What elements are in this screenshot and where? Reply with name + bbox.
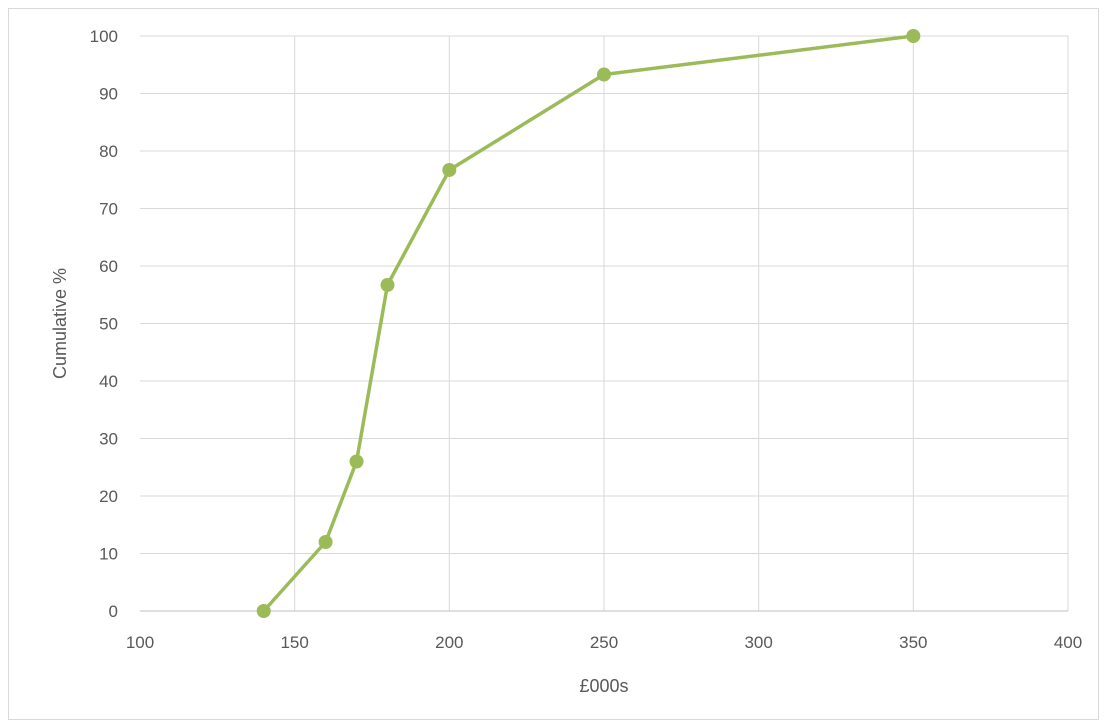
y-axis-title: Cumulative % bbox=[50, 268, 70, 379]
x-tick-label: 100 bbox=[126, 633, 154, 652]
y-tick-label: 50 bbox=[99, 315, 118, 334]
x-tick-label: 200 bbox=[435, 633, 463, 652]
y-tick-label: 20 bbox=[99, 487, 118, 506]
x-tick-label: 300 bbox=[744, 633, 772, 652]
x-tick-label: 150 bbox=[280, 633, 308, 652]
data-point bbox=[906, 29, 921, 43]
data-point bbox=[380, 277, 395, 292]
y-tick-labels: 0 10 20 30 40 50 60 70 80 90 100 bbox=[90, 27, 118, 621]
y-tick-label: 80 bbox=[99, 142, 118, 161]
data-point bbox=[442, 162, 457, 177]
y-tick-label: 90 bbox=[99, 85, 118, 104]
x-tick-label: 350 bbox=[899, 633, 927, 652]
x-tick-label: 400 bbox=[1054, 633, 1082, 652]
data-point bbox=[256, 604, 271, 618]
series-layer bbox=[256, 29, 921, 618]
x-tick-label: 250 bbox=[590, 633, 618, 652]
chart-frame bbox=[8, 8, 1099, 720]
y-tick-label: 0 bbox=[109, 602, 118, 621]
y-tick-label: 100 bbox=[90, 27, 118, 46]
data-point bbox=[318, 535, 333, 549]
y-tick-label: 30 bbox=[99, 430, 118, 449]
x-axis-title: £000s bbox=[579, 676, 628, 696]
data-point bbox=[597, 67, 611, 82]
y-tick-label: 40 bbox=[99, 372, 118, 391]
x-tick-labels: 100 150 200 250 300 350 400 bbox=[126, 633, 1082, 652]
y-tick-label: 10 bbox=[99, 545, 118, 564]
data-point bbox=[349, 454, 364, 469]
y-tick-label: 70 bbox=[99, 200, 118, 219]
y-tick-label: 60 bbox=[99, 257, 118, 276]
